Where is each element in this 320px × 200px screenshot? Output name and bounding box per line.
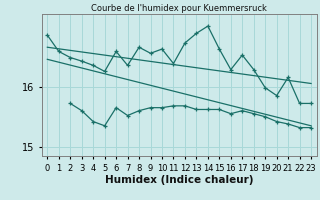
X-axis label: Humidex (Indice chaleur): Humidex (Indice chaleur): [105, 175, 253, 185]
Title: Courbe de l'humidex pour Kuemmersruck: Courbe de l'humidex pour Kuemmersruck: [91, 4, 267, 13]
